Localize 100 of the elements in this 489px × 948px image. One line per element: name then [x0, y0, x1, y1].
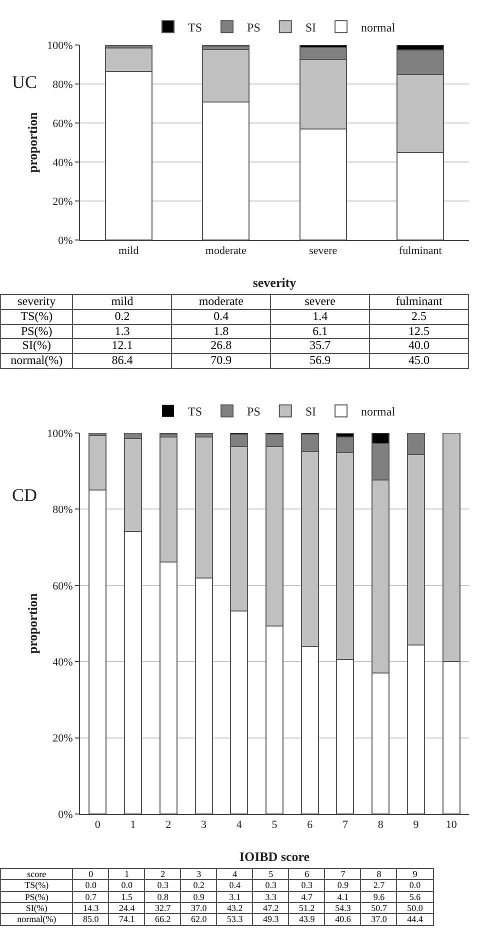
data-label: 43.9 [288, 914, 325, 926]
data-label: 62.0 [180, 914, 217, 926]
data-label: 44.4 [396, 914, 434, 926]
y-tick-label: 0% [58, 234, 73, 247]
y-tick-label: 40% [52, 656, 73, 668]
data-label: 0.0 [396, 880, 434, 892]
data-label: 3.3 [252, 891, 289, 903]
category-label: 3 [196, 869, 202, 879]
data-label: 40.6 [324, 914, 361, 926]
data-label: 0.3 [144, 880, 181, 892]
legend-label: TS [188, 20, 202, 34]
data-label: 0.8 [144, 891, 181, 903]
text: normal(%) [0, 353, 73, 368]
data-label: 2.7 [360, 880, 397, 892]
data-label: 0.3 [252, 880, 289, 892]
data-label: 1.3 [72, 324, 172, 339]
text: normal(%) [0, 914, 73, 926]
data-label: 1.8 [172, 324, 271, 339]
data-label: 49.3 [252, 914, 289, 926]
category-label: mild [111, 294, 134, 308]
legend-label: TS [188, 404, 202, 419]
data-label: 5.6 [396, 891, 434, 903]
data-label: 3.1 [216, 891, 253, 903]
text: CD [12, 485, 38, 505]
data-label: 0.4 [172, 308, 271, 324]
data-label: 0.3 [288, 880, 325, 892]
legend-label: PS [247, 20, 260, 34]
data-label: 74.1 [108, 914, 145, 926]
x-tick-label: 4 [236, 819, 242, 832]
category-label: 7 [340, 869, 346, 879]
x-tick-label: moderate [205, 245, 246, 258]
data-label: 0.7 [72, 891, 109, 903]
data-label: 45.0 [370, 353, 468, 368]
data-label: 0.0 [72, 880, 109, 892]
x-tick-label: 8 [378, 819, 384, 832]
y-tick-label: 80% [52, 78, 73, 91]
category-label: 1 [124, 869, 130, 879]
category-label: 6 [304, 869, 310, 879]
x-tick-label: 5 [272, 819, 278, 832]
x-tick-label: mild [118, 245, 140, 258]
data-label: 4.1 [324, 891, 361, 903]
y-tick-label: 100% [47, 40, 73, 52]
text: severity [0, 294, 73, 310]
legend-label: normal [361, 20, 396, 34]
y-tick-label: 20% [52, 196, 73, 208]
data-label: 0.2 [72, 308, 172, 324]
data-label: 54.3 [324, 902, 361, 914]
text: UC [12, 72, 38, 92]
data-label: 53.3 [216, 914, 253, 926]
text: TS(%) [0, 880, 73, 892]
category-label: 0 [88, 869, 94, 879]
data-label: 0.9 [180, 891, 217, 903]
category-label: 2 [160, 869, 166, 879]
y-tick-label: 100% [47, 428, 73, 440]
data-label: 1.5 [108, 891, 145, 903]
y-tick-label: 60% [52, 118, 73, 130]
x-tick-label: 0 [94, 819, 101, 832]
data-label: 24.4 [108, 902, 145, 914]
category-label: 5 [268, 869, 274, 879]
x-axis-title: severity [252, 275, 297, 290]
text: score [0, 868, 73, 880]
data-label: 66.2 [144, 914, 181, 926]
data-label: 26.8 [172, 338, 271, 354]
y-axis-title: proportion [25, 112, 40, 173]
data-label: 0.2 [180, 880, 217, 892]
y-tick-label: 60% [52, 580, 73, 592]
data-label: 4.7 [288, 891, 325, 903]
data-label: 37.0 [180, 902, 217, 914]
data-label: 14.3 [72, 902, 109, 914]
x-tick-label: fulminant [398, 245, 442, 258]
x-tick-label: 10 [446, 819, 458, 832]
y-axis-title: proportion [25, 592, 40, 654]
data-label: 51.2 [288, 902, 325, 914]
y-tick-label: 40% [52, 156, 73, 169]
legend-label: SI [305, 20, 316, 34]
data-label: 12.1 [72, 338, 172, 354]
data-label: 37.0 [360, 914, 397, 926]
y-tick-label: 80% [52, 504, 73, 516]
data-label: 47.2 [252, 902, 289, 914]
category-label: 8 [376, 869, 382, 879]
data-label: 0.0 [108, 880, 145, 892]
text: PS(%) [0, 891, 73, 903]
data-label: 1.4 [270, 308, 370, 324]
text: PS(%) [0, 324, 73, 339]
x-tick-label: 6 [307, 819, 314, 832]
x-axis-title: IOIBD score [239, 849, 310, 864]
legend-label: PS [247, 404, 260, 419]
data-label: 56.9 [270, 353, 370, 368]
data-label: 32.7 [144, 902, 181, 914]
legend-label: normal [361, 404, 396, 419]
data-label: 2.5 [370, 308, 468, 324]
x-tick-label: 7 [342, 819, 348, 832]
category-label: fulminant [396, 294, 442, 308]
text: SI(%) [0, 338, 73, 354]
category-label: severe [304, 294, 336, 308]
data-label: 0.4 [216, 880, 253, 892]
y-tick-label: 20% [52, 732, 73, 745]
data-label: 85.0 [72, 914, 109, 926]
y-tick-label: 0% [58, 808, 73, 821]
x-tick-label: 1 [130, 819, 136, 832]
